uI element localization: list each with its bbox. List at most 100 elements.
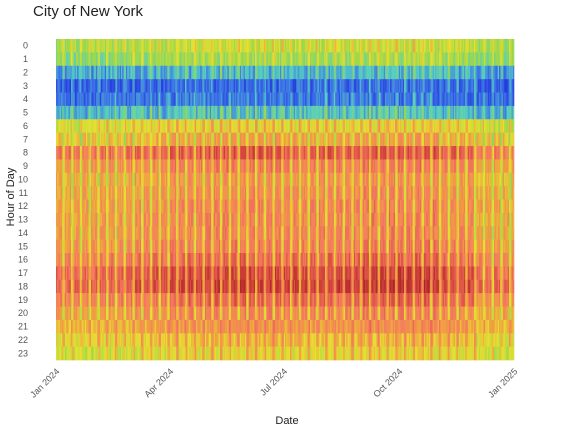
heatmap-cell [124, 279, 127, 294]
heatmap-cell [216, 159, 218, 174]
heatmap-cell [199, 333, 202, 347]
heatmap-cell [114, 279, 117, 294]
heatmap-cell [76, 172, 78, 187]
heatmap-cell [196, 186, 198, 200]
heatmap-cell [73, 212, 76, 227]
heatmap-cell [91, 65, 93, 80]
heatmap-cell [94, 319, 97, 334]
heatmap-cell [204, 65, 207, 80]
heatmap-cell [137, 239, 139, 254]
heatmap-cell [288, 146, 291, 160]
heatmap-cell [168, 105, 171, 120]
heatmap-cell [126, 65, 128, 80]
heatmap-cell [202, 146, 204, 160]
heatmap-cell [132, 239, 134, 254]
heatmap-cell [307, 333, 310, 347]
heatmap-cell [276, 79, 278, 93]
heatmap-cell [107, 333, 109, 347]
heatmap-cell [141, 92, 143, 107]
heatmap-cell [203, 105, 206, 120]
heatmap-cell [251, 199, 253, 214]
heatmap-cell [161, 212, 163, 227]
heatmap-cell [71, 159, 73, 174]
heatmap-cell [252, 79, 255, 93]
heatmap-cell [228, 119, 231, 133]
heatmap-cell [87, 346, 89, 361]
heatmap-cell [111, 79, 113, 93]
heatmap-cell [91, 132, 93, 147]
heatmap-cell [282, 319, 285, 334]
heatmap-cell [63, 226, 66, 240]
heatmap-cell [251, 186, 253, 200]
heatmap-cell [161, 306, 163, 321]
heatmap-cell [267, 279, 270, 294]
heatmap-cell [93, 79, 96, 93]
heatmap-cell [213, 105, 216, 120]
heatmap-cell [189, 92, 192, 107]
heatmap-cell [208, 65, 211, 80]
heatmap-cell [197, 333, 199, 347]
heatmap-cell [307, 212, 310, 227]
heatmap-cell [176, 39, 178, 53]
heatmap-cell [144, 212, 147, 227]
heatmap-cell [101, 279, 103, 294]
heatmap-cell [301, 186, 303, 200]
heatmap-cell [79, 333, 82, 347]
heatmap-cell [141, 199, 143, 214]
heatmap-cell [308, 172, 311, 187]
heatmap-cell [303, 239, 306, 254]
heatmap-cell [263, 279, 266, 294]
heatmap-cell [216, 146, 218, 160]
heatmap-cell [234, 199, 237, 214]
heatmap-cell [122, 226, 124, 240]
heatmap-cell [112, 39, 114, 53]
heatmap-cell [82, 266, 84, 281]
heatmap-cell [286, 119, 288, 133]
heatmap-cell [93, 279, 96, 294]
heatmap-cell [308, 279, 311, 294]
heatmap-cell [176, 159, 178, 174]
heatmap-cell [86, 186, 88, 200]
heatmap-cell [204, 212, 207, 227]
heatmap-cell [241, 79, 243, 93]
heatmap-cell [73, 159, 76, 174]
heatmap-cell [94, 212, 97, 227]
heatmap-cell [133, 79, 136, 93]
heatmap-cell [149, 212, 152, 227]
heatmap-cell [162, 279, 164, 294]
heatmap-cell [139, 186, 142, 200]
heatmap-cell [187, 172, 189, 187]
heatmap-cell [237, 79, 239, 93]
heatmap-cell [216, 79, 218, 93]
heatmap-cell [133, 199, 136, 214]
heatmap-cell [233, 52, 236, 67]
heatmap-cell [78, 159, 81, 174]
heatmap-cell [223, 293, 226, 307]
heatmap-cell [313, 105, 316, 120]
heatmap-cell [149, 52, 152, 67]
heatmap-cell [274, 293, 277, 307]
heatmap-cell [307, 105, 310, 120]
heatmap-cell [263, 212, 266, 227]
heatmap-cell [169, 172, 172, 187]
heatmap-cell [281, 159, 283, 174]
heatmap-cell [192, 239, 194, 254]
heatmap-cell [238, 65, 241, 80]
heatmap-cell [264, 212, 267, 227]
heatmap-cell [148, 346, 151, 361]
heatmap-cell [78, 52, 81, 67]
heatmap-cell [258, 319, 261, 334]
heatmap-cell [86, 79, 88, 93]
heatmap-cell [307, 172, 310, 187]
heatmap-cell [315, 39, 317, 53]
heatmap-cell [295, 146, 297, 160]
heatmap-cell [226, 319, 228, 334]
heatmap-cell [308, 186, 311, 200]
heatmap-cell [271, 266, 273, 281]
heatmap-cell [266, 146, 268, 160]
heatmap-cell [229, 253, 232, 267]
heatmap-cell [79, 65, 82, 80]
heatmap-cell [61, 266, 63, 281]
heatmap-cell [211, 253, 213, 267]
heatmap-cell [126, 186, 128, 200]
